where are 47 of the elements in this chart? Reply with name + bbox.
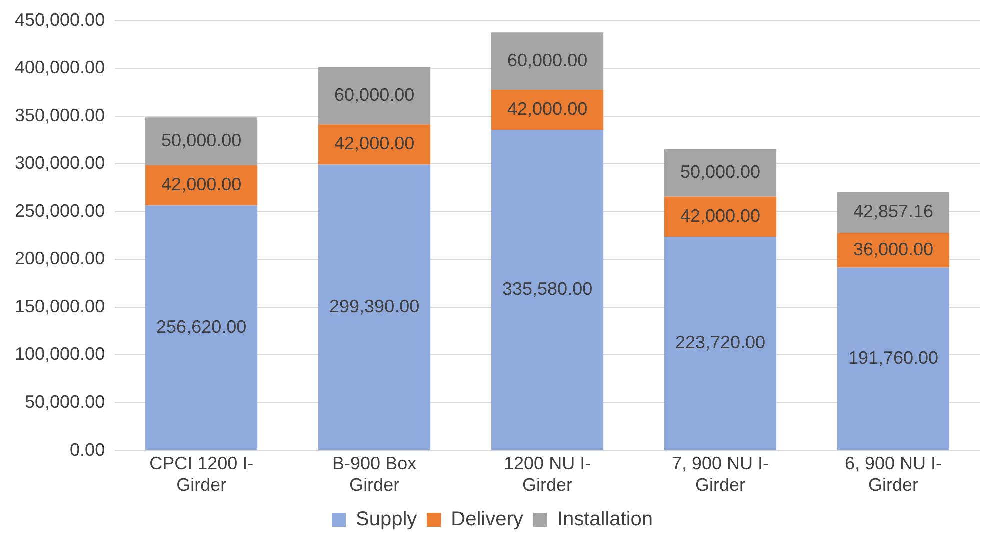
data-label: 42,000.00 [334, 134, 415, 154]
data-label: 335,580.00 [502, 279, 593, 300]
data-label: 42,000.00 [162, 174, 242, 194]
data-label: 191,760.00 [848, 348, 939, 368]
data-label: 42,000.00 [508, 99, 588, 120]
x-tick-label: CPCI 1200 I-Girder [150, 454, 254, 496]
data-label: 60,000.00 [334, 84, 415, 105]
legend-label: Delivery [451, 508, 524, 531]
data-label: 299,390.00 [330, 296, 420, 316]
y-tick-label: 200,000.00 [14, 248, 106, 269]
legend-label: Installation [557, 508, 654, 531]
bar [664, 237, 777, 450]
legend-label: Supply [356, 508, 418, 531]
bar [492, 32, 604, 90]
y-tick-label: 0.00 [70, 440, 106, 460]
bar [664, 196, 777, 238]
y-tick-label: 300,000.00 [14, 153, 106, 174]
bar [318, 164, 431, 450]
bar [492, 90, 604, 130]
bar [837, 268, 950, 450]
data-label: 42,000.00 [680, 206, 761, 226]
bar [492, 130, 604, 450]
y-tick-label: 400,000.00 [14, 58, 106, 78]
y-tick-label: 350,000.00 [14, 105, 106, 126]
data-label: 50,000.00 [680, 162, 761, 182]
data-label: 256,620.00 [156, 316, 247, 337]
y-tick-label: 450,000.00 [14, 10, 106, 30]
data-label: 50,000.00 [162, 130, 242, 151]
x-tick-label: 6, 900 NU I-Girder [844, 454, 942, 496]
x-tick-label: 1200 NU I-Girder [504, 454, 592, 496]
y-tick-label: 50,000.00 [25, 392, 106, 412]
data-label: 223,720.00 [675, 332, 766, 353]
y-tick-label: 250,000.00 [14, 200, 106, 221]
bar [318, 124, 431, 165]
x-tick-label: B-900 Box Girder [332, 454, 417, 496]
data-label: 60,000.00 [508, 50, 588, 70]
data-label: 42,857.16 [853, 202, 934, 222]
bar [146, 165, 258, 206]
bar [318, 67, 431, 125]
bar [664, 149, 777, 197]
y-tick-label: 100,000.00 [14, 344, 106, 364]
y-tick-label: 150,000.00 [14, 296, 106, 316]
x-tick-label: 7, 900 NU I-Girder [672, 454, 770, 496]
data-label: 36,000.00 [853, 239, 934, 260]
bar [146, 206, 258, 450]
bar [146, 118, 258, 166]
bar [837, 192, 950, 234]
